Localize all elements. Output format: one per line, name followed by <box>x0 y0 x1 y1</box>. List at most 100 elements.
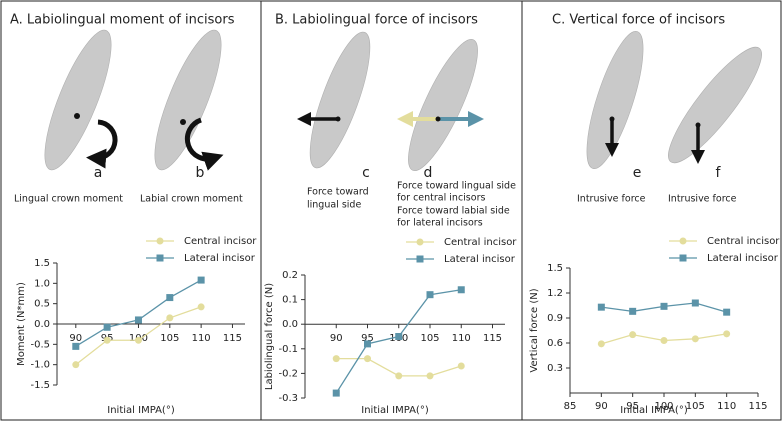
y-axis-title: Vertical force (N) <box>529 288 540 372</box>
legend-marker <box>679 254 687 262</box>
moment-arrow <box>86 119 118 169</box>
y-axis-title: Labiolingual force (N) <box>264 283 275 390</box>
marker <box>660 337 668 344</box>
marker <box>395 333 403 340</box>
y-tick-label: 1.5 <box>34 258 50 269</box>
marker <box>103 323 111 331</box>
x-tick-label: 105 <box>160 333 179 344</box>
y-tick-label: 0.0 <box>282 319 298 330</box>
x-tick-label: 115 <box>748 401 767 412</box>
marker <box>332 389 340 397</box>
marker <box>723 330 731 338</box>
marker <box>364 340 371 348</box>
caption: lingual side <box>307 200 361 211</box>
y-tick-label: 0.9 <box>547 313 563 324</box>
center <box>609 116 615 122</box>
panel-title: C. Vertical force of incisors <box>552 13 725 28</box>
moment-arrow <box>184 117 224 171</box>
caption: Force toward <box>307 187 369 198</box>
legend-label: Central incisor <box>184 236 257 247</box>
y-tick-label: 0.6 <box>547 338 563 349</box>
y-tick-label: 0.3 <box>547 363 563 374</box>
y-tick-label: 1.5 <box>547 263 563 274</box>
marker <box>134 336 142 344</box>
marker <box>364 355 371 363</box>
legend-marker <box>679 237 687 245</box>
legend-label: Lateral incisor <box>444 254 516 265</box>
caption: Force toward lingual side <box>397 181 516 192</box>
marker <box>597 303 605 311</box>
marker <box>660 302 668 310</box>
tooth <box>154 29 222 171</box>
center <box>435 116 441 122</box>
y-tick-label: -0.1 <box>278 344 298 355</box>
legend-marker <box>156 237 164 245</box>
center <box>74 113 80 119</box>
legend-marker <box>156 254 164 262</box>
tooth <box>408 39 478 171</box>
tooth <box>309 31 371 169</box>
x-tick-label: 90 <box>330 333 343 344</box>
marker <box>395 372 403 380</box>
marker <box>103 336 111 344</box>
legend-marker <box>416 238 424 246</box>
tooth <box>44 29 112 171</box>
marker <box>426 372 434 380</box>
x-tick-label: 90 <box>595 401 608 412</box>
legend-label: Central incisor <box>444 237 517 248</box>
label-letter: e <box>633 165 642 181</box>
marker <box>426 291 434 299</box>
legend-label: Lateral incisor <box>184 253 256 264</box>
x-tick-label: 100 <box>654 401 673 412</box>
label-letter: d <box>424 165 433 181</box>
x-tick-label: 110 <box>452 333 471 344</box>
marker <box>691 335 699 343</box>
marker <box>134 316 142 324</box>
y-tick-label: 0.2 <box>282 270 298 281</box>
x-tick-label: 105 <box>420 333 439 344</box>
x-axis-title: Initial IMPA(°) <box>107 405 175 416</box>
y-tick-label: -0.5 <box>30 339 50 350</box>
label-letter: b <box>196 165 205 181</box>
marker <box>197 276 205 284</box>
y-tick-label: 1.2 <box>547 288 563 299</box>
marker <box>332 355 340 363</box>
marker <box>457 362 465 370</box>
y-tick-label: 0.1 <box>282 295 298 306</box>
label-letter: c <box>362 165 370 181</box>
y-tick-label: 0.0 <box>34 319 50 330</box>
center <box>335 116 341 122</box>
x-tick-label: 95 <box>626 401 639 412</box>
y-tick-label: -1.5 <box>30 380 50 391</box>
x-tick-label: 110 <box>192 333 211 344</box>
legend-marker <box>416 255 424 263</box>
x-tick-label: 115 <box>223 333 242 344</box>
y-tick-label: -0.3 <box>278 393 298 404</box>
y-tick-label: 1.0 <box>34 278 50 289</box>
y-tick-label: -1.0 <box>30 360 50 371</box>
y-tick-label: -0.2 <box>278 368 298 379</box>
caption: Force toward labial side <box>397 206 510 217</box>
marker <box>197 303 205 311</box>
tooth <box>668 46 762 164</box>
legend-label: Central incisor <box>707 236 780 247</box>
panel-title: B. Labiolingual force of incisors <box>275 13 478 28</box>
caption: Intrusive force <box>577 194 646 205</box>
label-letter: f <box>716 165 722 181</box>
caption: Labial crown moment <box>140 194 243 205</box>
marker <box>723 308 731 316</box>
tooth <box>586 30 644 170</box>
marker <box>629 307 637 315</box>
caption: Intrusive force <box>668 194 737 205</box>
caption: for lateral incisors <box>397 218 483 229</box>
x-tick-label: 110 <box>717 401 736 412</box>
x-tick-label: 95 <box>361 333 374 344</box>
marker <box>691 299 699 307</box>
marker <box>597 340 605 348</box>
caption: Lingual crown moment <box>14 194 123 205</box>
y-tick-label: 0.5 <box>34 299 50 310</box>
marker <box>72 342 80 350</box>
x-tick-label: 115 <box>483 333 502 344</box>
x-axis-title: Initial IMPA(°) <box>620 405 688 416</box>
